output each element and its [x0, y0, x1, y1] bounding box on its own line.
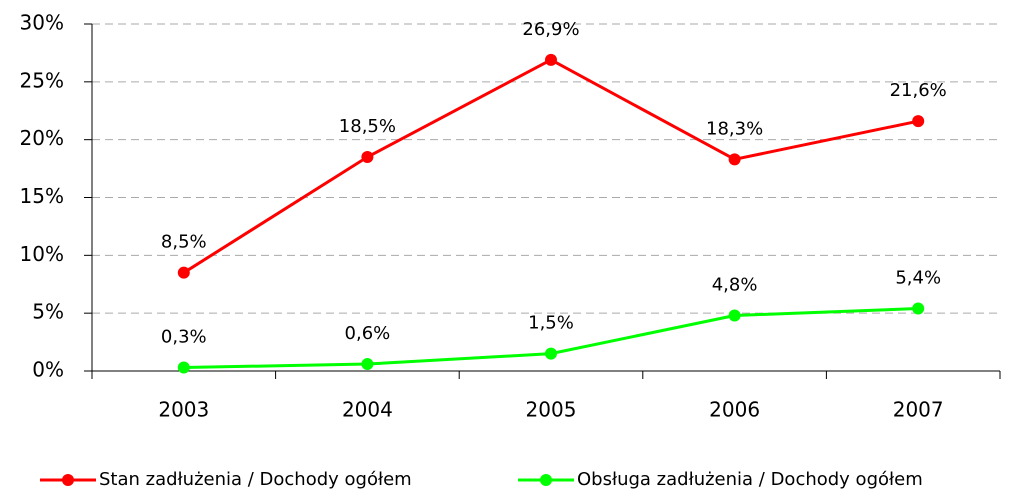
- data-label: 8,5%: [161, 232, 207, 253]
- y-tick-label: 20%: [20, 126, 64, 150]
- data-label: 18,5%: [339, 116, 396, 137]
- data-point: [728, 153, 741, 166]
- x-tick-label: 2004: [342, 398, 393, 422]
- data-point: [545, 347, 557, 360]
- data-point: [912, 302, 925, 315]
- legend-marker: [62, 474, 74, 486]
- legend-label: Obsługa zadłużenia / Dochody ogółem: [577, 469, 923, 490]
- y-tick-label: 5%: [32, 300, 64, 324]
- data-point: [545, 53, 557, 66]
- data-label: 0,6%: [345, 323, 391, 344]
- data-point: [177, 361, 190, 374]
- data-label: 26,9%: [522, 19, 579, 40]
- legend-label: Stan zadłużenia / Dochody ogółem: [99, 469, 412, 490]
- x-tick-label: 2006: [709, 398, 760, 422]
- data-label: 21,6%: [890, 80, 947, 101]
- y-tick-label: 10%: [20, 242, 64, 266]
- data-point: [912, 115, 925, 128]
- y-tick-label: 0%: [32, 358, 64, 382]
- y-tick-label: 15%: [20, 184, 64, 208]
- x-tick-label: 2005: [526, 398, 577, 422]
- data-point: [177, 266, 190, 279]
- x-tick-label: 2007: [893, 398, 944, 422]
- data-label: 5,4%: [895, 268, 941, 289]
- legend-marker: [540, 474, 552, 486]
- y-tick-label: 30%: [20, 11, 64, 35]
- data-point: [728, 309, 741, 322]
- series-line: [183, 58, 919, 274]
- data-point: [361, 151, 374, 164]
- data-label: 1,5%: [528, 313, 574, 334]
- y-tick-label: 25%: [20, 68, 64, 92]
- x-tick-label: 2003: [158, 398, 209, 422]
- data-label: 0,3%: [161, 327, 207, 348]
- data-label: 4,8%: [712, 274, 758, 295]
- data-label: 18,3%: [706, 118, 763, 139]
- data-point: [361, 358, 374, 371]
